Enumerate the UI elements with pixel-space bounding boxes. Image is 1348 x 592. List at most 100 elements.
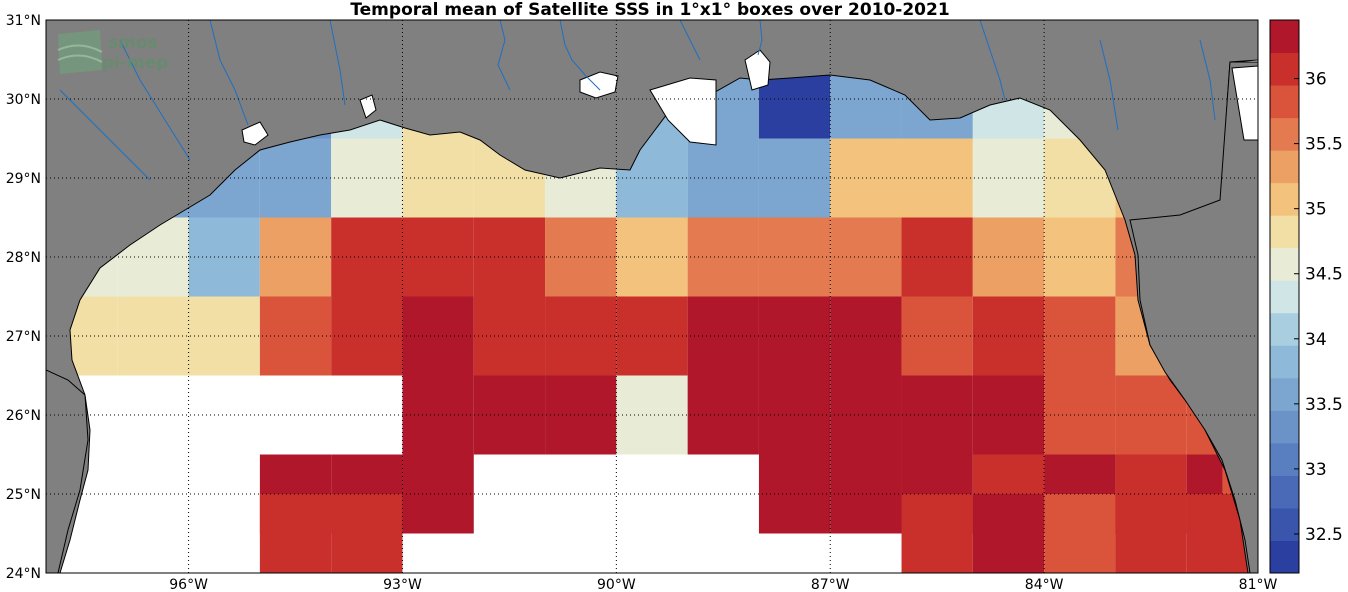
lake-pontchartrain	[579, 71, 619, 99]
colorbar-tick-label: 35	[1305, 200, 1327, 220]
river-pearl	[679, 20, 701, 61]
sss-cell	[545, 375, 617, 455]
colorbar	[1270, 20, 1299, 574]
river-colorado-tx	[59, 89, 151, 181]
colorbar-tick-label: 36	[1305, 70, 1327, 90]
rivers	[59, 20, 1216, 181]
colorbar-segment	[1270, 52, 1299, 86]
colorbar-segment	[1270, 117, 1299, 151]
sss-cell	[188, 296, 260, 376]
sss-cell	[259, 138, 332, 218]
lat-tick-label: 29°N	[6, 171, 41, 187]
sss-cell	[545, 217, 617, 297]
lon-tick-label: 84°W	[1025, 577, 1064, 592]
river-chattahoochee	[979, 20, 1006, 101]
sss-cell	[1115, 494, 1187, 573]
sss-cell	[616, 296, 688, 376]
plot-border	[45, 19, 1259, 574]
lon-tick-label: 96°W	[169, 577, 208, 592]
colorbar-segment	[1270, 345, 1299, 379]
colorbar-segment	[1270, 312, 1299, 346]
sss-cell	[901, 375, 973, 455]
sss-cell	[972, 494, 1045, 573]
sss-cell	[687, 375, 759, 455]
sss-cell	[259, 494, 332, 573]
sss-cell	[972, 296, 1045, 376]
river-tombigbee	[757, 20, 763, 56]
colorbar-segment	[1270, 507, 1299, 541]
sss-cell	[972, 138, 1045, 218]
river-atchafalaya	[497, 20, 511, 91]
sss-cell	[1044, 217, 1116, 297]
lat-tick-label: 30°N	[6, 92, 41, 108]
colorbar-segment	[1270, 410, 1299, 444]
logo-line2: pi-mep	[102, 53, 168, 73]
colorbar-tick-label: 34.5	[1305, 265, 1343, 285]
lat-tick-label: 24°N	[6, 566, 41, 582]
lat-tick-label: 26°N	[6, 408, 41, 424]
sss-cell	[1044, 296, 1116, 376]
sss-cell	[259, 217, 332, 297]
lat-tick-label: 28°N	[6, 250, 41, 266]
sss-cell	[1044, 375, 1116, 455]
river-florida	[1199, 39, 1216, 121]
lon-tick-label: 87°W	[811, 577, 850, 592]
bayou-waters	[649, 77, 717, 146]
lon-tick-label: 81°W	[1239, 577, 1278, 592]
sss-cell	[687, 296, 759, 376]
lat-tick-labels: 24°N 25°N 26°N 27°N 28°N 29°N 30°N 31°N	[6, 13, 41, 582]
colorbar-tick-label: 33.5	[1305, 395, 1343, 415]
florida-coast-water	[1231, 65, 1258, 141]
sss-cell	[972, 375, 1045, 455]
sss-cell	[473, 217, 546, 297]
colorbar-segment	[1270, 377, 1299, 411]
sss-cell	[687, 138, 759, 218]
river-suwannee	[1099, 39, 1119, 131]
lon-tick-labels: 96°W 93°W 90°W 87°W 84°W 81°W	[169, 577, 1277, 592]
colorbar-tick-label: 34	[1305, 330, 1327, 350]
sss-cell	[188, 217, 260, 297]
colorbar-segment	[1270, 150, 1299, 184]
lon-tick-label: 93°W	[383, 577, 422, 592]
colorbar-segment	[1270, 247, 1299, 281]
sss-cell	[331, 494, 403, 573]
smos-pimep-logo: smos pi-mep	[57, 30, 168, 74]
sss-cell	[473, 375, 546, 455]
colorbar-border	[1269, 19, 1300, 574]
sss-cell	[616, 217, 688, 297]
river-trinity	[209, 20, 249, 126]
land-layer	[46, 20, 1258, 573]
colorbar-tick-labels: 32.5 33 33.5 34 34.5 35 35.5 36	[1294, 70, 1343, 545]
logo-waves-icon	[58, 30, 102, 74]
lon-tick-label: 90°W	[597, 577, 636, 592]
lat-tick-label: 27°N	[6, 329, 41, 345]
sss-cell	[117, 296, 189, 376]
colorbar-tick-label: 35.5	[1305, 135, 1343, 155]
land-florida	[1129, 61, 1258, 573]
sss-cell	[901, 138, 973, 218]
sss-cell	[616, 375, 688, 455]
colorbar-tick-label: 33	[1305, 460, 1327, 480]
colorbar-segment	[1270, 475, 1299, 509]
lake-calcasieu	[359, 94, 377, 119]
sss-cell	[259, 296, 332, 376]
sss-cell	[545, 296, 617, 376]
sss-cell	[972, 217, 1045, 297]
colorbar-segment	[1270, 182, 1299, 216]
sss-cell	[901, 296, 973, 376]
lat-tick-label: 31°N	[6, 13, 41, 29]
mobile-bay	[744, 49, 771, 91]
sss-cell	[473, 296, 546, 376]
logo-line1: smos	[108, 33, 158, 53]
map-title: Temporal mean of Satellite SSS in 1°x1° …	[350, 0, 950, 20]
colorbar-segment	[1270, 85, 1299, 119]
colorbar-segment	[1270, 20, 1299, 54]
colorbar-segment	[1270, 540, 1299, 574]
sss-cell	[901, 217, 973, 297]
sss-cell	[687, 217, 759, 297]
sss-cell	[1044, 494, 1116, 573]
colorbar-segment	[1270, 215, 1299, 249]
galveston-bay	[241, 121, 269, 146]
land-mexico	[46, 369, 89, 573]
